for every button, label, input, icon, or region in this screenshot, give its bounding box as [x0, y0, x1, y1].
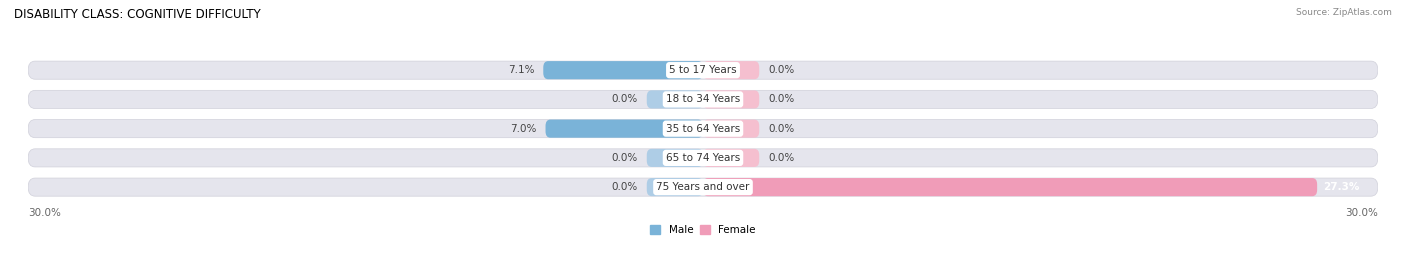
FancyBboxPatch shape	[703, 149, 759, 167]
Text: 0.0%: 0.0%	[768, 65, 794, 75]
Text: 30.0%: 30.0%	[28, 208, 60, 218]
FancyBboxPatch shape	[28, 61, 1378, 79]
Text: 35 to 64 Years: 35 to 64 Years	[666, 124, 740, 134]
FancyBboxPatch shape	[28, 120, 1378, 138]
FancyBboxPatch shape	[703, 61, 759, 79]
FancyBboxPatch shape	[28, 90, 1378, 109]
Legend: Male, Female: Male, Female	[645, 221, 761, 239]
Text: 0.0%: 0.0%	[768, 124, 794, 134]
FancyBboxPatch shape	[28, 178, 1378, 196]
Text: 65 to 74 Years: 65 to 74 Years	[666, 153, 740, 163]
Text: 27.3%: 27.3%	[1323, 182, 1360, 192]
FancyBboxPatch shape	[543, 61, 703, 79]
Text: 0.0%: 0.0%	[612, 94, 638, 105]
FancyBboxPatch shape	[546, 120, 703, 138]
Text: 7.1%: 7.1%	[508, 65, 534, 75]
FancyBboxPatch shape	[28, 149, 1378, 167]
Text: 5 to 17 Years: 5 to 17 Years	[669, 65, 737, 75]
FancyBboxPatch shape	[703, 90, 759, 109]
FancyBboxPatch shape	[647, 149, 703, 167]
Text: 0.0%: 0.0%	[612, 153, 638, 163]
Text: 0.0%: 0.0%	[612, 182, 638, 192]
Text: 7.0%: 7.0%	[510, 124, 537, 134]
Text: 75 Years and over: 75 Years and over	[657, 182, 749, 192]
Text: DISABILITY CLASS: COGNITIVE DIFFICULTY: DISABILITY CLASS: COGNITIVE DIFFICULTY	[14, 8, 260, 21]
Text: 0.0%: 0.0%	[768, 94, 794, 105]
Text: 18 to 34 Years: 18 to 34 Years	[666, 94, 740, 105]
FancyBboxPatch shape	[647, 90, 703, 109]
Text: 0.0%: 0.0%	[768, 153, 794, 163]
Text: Source: ZipAtlas.com: Source: ZipAtlas.com	[1296, 8, 1392, 17]
FancyBboxPatch shape	[703, 178, 1317, 196]
Text: 30.0%: 30.0%	[1346, 208, 1378, 218]
FancyBboxPatch shape	[703, 120, 759, 138]
FancyBboxPatch shape	[647, 178, 703, 196]
